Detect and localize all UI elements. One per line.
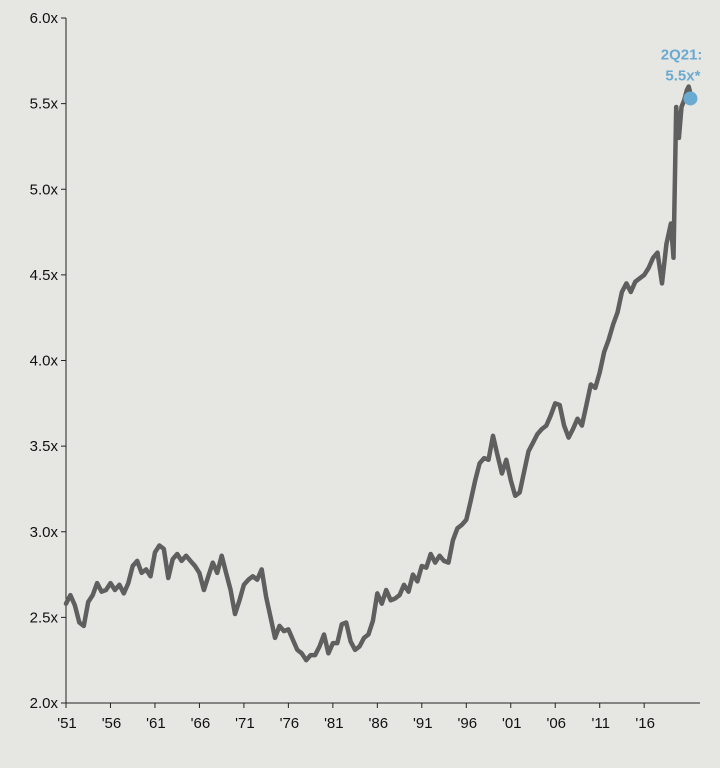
annotation-label-period: 2Q21: bbox=[661, 46, 703, 63]
x-tick-label: '86 bbox=[369, 715, 389, 732]
series-line bbox=[63, 84, 693, 663]
x-axis-ticks: '51 '56 '61 '66 '71 '76 '81 '86 '91 '96 '01 '06 '11 '… bbox=[57, 703, 655, 732]
x-tick-label: '11 bbox=[591, 715, 609, 732]
y-tick-label: 5.5x bbox=[30, 96, 59, 113]
x-tick-label: '66 bbox=[191, 715, 211, 732]
y-tick-label: 3.0x bbox=[30, 524, 59, 541]
x-tick-label: '06 bbox=[546, 715, 566, 732]
x-tick-label: '76 bbox=[280, 715, 300, 732]
x-tick-label: '01 bbox=[502, 715, 522, 732]
y-axis-ticks: 2.0x 2.5x 3.0x 3.5x 4.0x 4.5x 5.0x 5.5x 6.0x bbox=[30, 10, 66, 712]
x-tick-label: '91 bbox=[413, 715, 433, 732]
y-tick-label: 3.5x bbox=[30, 438, 59, 455]
x-tick-label: '71 bbox=[235, 715, 255, 732]
annotation-label-value: 5.5x* bbox=[665, 67, 700, 84]
x-tick-label: '16 bbox=[635, 715, 655, 732]
x-tick-label: '51 bbox=[57, 715, 77, 732]
x-tick-label: '81 bbox=[324, 715, 344, 732]
y-tick-label: 2.5x bbox=[30, 609, 59, 626]
y-tick-label: 5.0x bbox=[30, 181, 59, 198]
y-tick-label: 2.0x bbox=[30, 695, 59, 712]
y-tick-label: 6.0x bbox=[30, 10, 59, 27]
highlight-point bbox=[683, 91, 698, 106]
x-tick-label: '56 bbox=[102, 715, 122, 732]
x-tick-label: '61 bbox=[146, 715, 166, 732]
y-tick-label: 4.5x bbox=[30, 267, 59, 284]
x-tick-label: '96 bbox=[458, 715, 478, 732]
y-tick-label: 4.0x bbox=[30, 353, 59, 370]
